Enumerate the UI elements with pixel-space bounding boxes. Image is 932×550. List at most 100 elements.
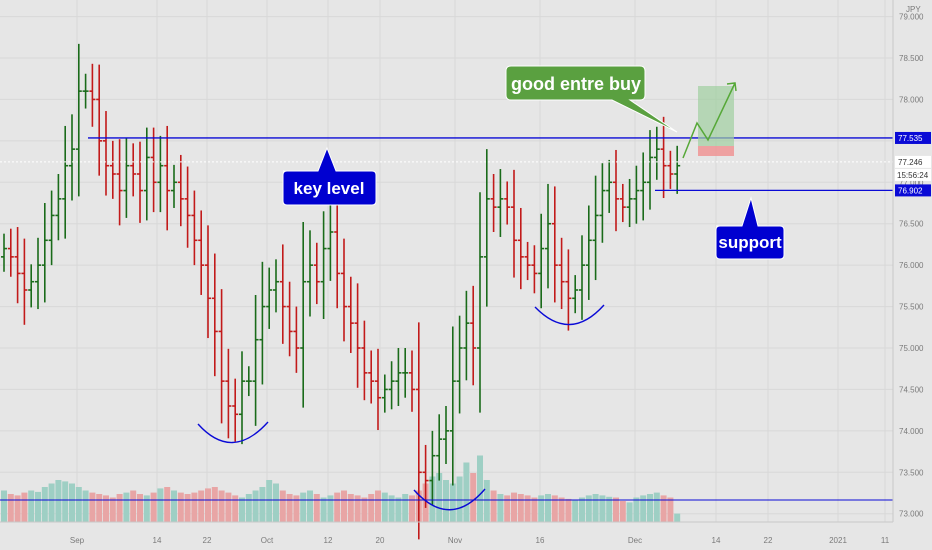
volume-bar	[456, 476, 463, 522]
volume-bar	[579, 497, 585, 522]
ohlc-bar	[422, 444, 429, 508]
ohlc-bar	[633, 165, 640, 224]
volume-bar	[381, 492, 388, 522]
volume-bar	[300, 492, 307, 522]
volume-bar	[449, 483, 456, 522]
price-axis[interactable]: 79.00078.50078.00077.50077.00076.50076.0…	[892, 0, 931, 522]
ohlc-bar	[327, 199, 334, 281]
volume-bar	[205, 488, 211, 522]
volume-bar	[218, 490, 225, 522]
volume-bar	[252, 490, 259, 522]
volume-bar	[409, 495, 415, 522]
time-tick-label: 14	[153, 536, 162, 545]
ohlc-bar	[164, 125, 171, 231]
price-tick-label: 74.000	[899, 427, 924, 436]
ohlc-bar	[259, 261, 266, 385]
price-tick-label: 73.000	[899, 510, 924, 519]
volume-bar	[361, 497, 368, 522]
current-price-tag-text: 77.246	[898, 158, 923, 167]
ohlc-bar	[116, 139, 123, 226]
volume-bar	[531, 497, 538, 522]
price-tick-label: 78.000	[899, 95, 924, 104]
volume-bar	[279, 490, 286, 522]
ohlc-bar	[415, 322, 422, 540]
ohlc-bar	[511, 169, 517, 278]
volume-bar	[436, 473, 443, 522]
ohlc-bar	[674, 145, 681, 194]
volume-bar	[48, 483, 55, 522]
volume-bar	[626, 502, 633, 522]
volume-bar	[640, 495, 647, 522]
volume-bar	[585, 495, 592, 522]
ohlc-bar	[619, 183, 626, 223]
ohlc-bar	[490, 174, 497, 232]
countdown-box	[895, 168, 931, 181]
volume-bar	[395, 497, 402, 522]
volume-bar	[55, 480, 62, 522]
key-level-label: key level	[294, 179, 365, 198]
volume-bar	[62, 481, 69, 522]
ohlc-bar	[347, 276, 354, 353]
ohlc-bar	[565, 249, 572, 331]
volume-bar	[245, 494, 252, 522]
support-tag-box	[895, 184, 931, 197]
key-level-tag-text: 77.535	[898, 134, 923, 143]
volume-bar	[558, 497, 565, 522]
ohlc-bar	[341, 238, 347, 342]
price-tick-label: 76.500	[899, 220, 924, 229]
stop-zone	[698, 146, 734, 156]
volume-bar	[327, 495, 334, 522]
ohlc-bar	[334, 197, 341, 309]
volume-bar	[232, 495, 239, 522]
bottom-arc	[197, 421, 269, 444]
ohlc-bar	[191, 190, 198, 266]
ohlc-bar	[35, 237, 41, 310]
volume-bar	[368, 494, 375, 522]
ohlc-bar	[28, 264, 35, 308]
bottom-arc	[413, 488, 486, 511]
ohlc-bar	[579, 235, 585, 320]
volume-bar	[565, 498, 572, 522]
volume-bar	[667, 497, 674, 522]
volume-bar	[599, 495, 606, 522]
volume-bar	[347, 494, 354, 522]
volume-bar	[341, 490, 347, 522]
buy-label: good entre buy	[511, 74, 641, 94]
volume-bar	[572, 499, 579, 522]
ohlc-bar	[626, 178, 633, 228]
ohlc-bar	[368, 350, 375, 404]
ohlc-bar	[21, 238, 28, 325]
volume-bar	[21, 492, 28, 522]
time-tick-label: 14	[712, 536, 721, 545]
ohlc-bar	[307, 230, 313, 317]
volume-bar	[375, 490, 381, 522]
volume-bar	[28, 490, 35, 522]
time-tick-label: 11	[881, 536, 890, 545]
time-axis[interactable]: Sep 14 22 Oct 12 20 Nov 16 Dec 14 22 2021 11	[0, 521, 893, 545]
current-price-tag: 77.246	[895, 155, 931, 168]
ohlc-bar	[300, 222, 307, 408]
support-callout: support	[715, 196, 785, 260]
ohlc-bar	[239, 351, 245, 445]
ohlc-bar	[592, 175, 599, 281]
bottom-arc	[534, 304, 605, 326]
ohlc-bar	[232, 378, 239, 442]
volume-bar	[177, 492, 184, 522]
time-tick-label: Oct	[261, 536, 274, 545]
volume-bar	[259, 487, 266, 522]
volume-bar	[613, 497, 619, 522]
ohlc-bar	[279, 244, 286, 344]
ohlc-bar	[545, 183, 551, 289]
volume-bar	[477, 455, 483, 522]
volume-bar	[470, 473, 477, 522]
ohlc-bar	[477, 192, 483, 413]
ohlc-bar	[218, 289, 225, 424]
volume-bar	[191, 492, 198, 522]
price-tick-label: 74.500	[899, 385, 924, 394]
ohlc-bar	[1, 233, 7, 272]
ohlc-bar	[667, 150, 674, 189]
volume-bar	[137, 494, 143, 522]
target-zone	[698, 86, 734, 146]
current-price-tag-box	[895, 155, 931, 168]
